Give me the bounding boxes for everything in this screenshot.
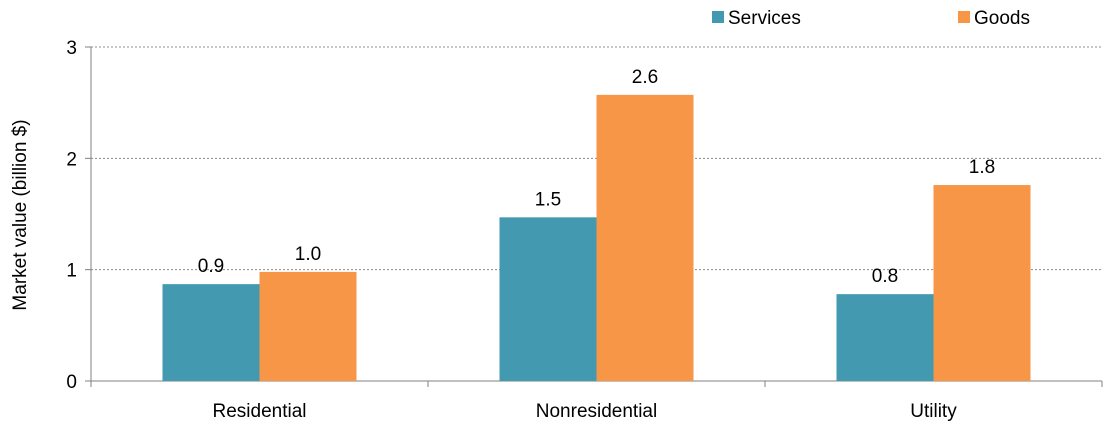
legend-swatch-services bbox=[712, 11, 724, 23]
bar-goods-nonresidential bbox=[596, 94, 694, 381]
data-label: 1.8 bbox=[969, 157, 995, 178]
y-tick-label: 2 bbox=[66, 149, 77, 170]
legend-label-goods: Goods bbox=[974, 8, 1030, 29]
bar-goods-residential bbox=[259, 271, 357, 381]
data-label: 0.9 bbox=[198, 256, 224, 277]
legend: Services Goods bbox=[712, 8, 1030, 29]
x-tick-label: Utility bbox=[910, 401, 957, 422]
bar-goods-utility bbox=[933, 185, 1031, 381]
x-tick-label: Nonresidential bbox=[536, 401, 657, 422]
x-tick-label: Residential bbox=[213, 401, 307, 422]
bars bbox=[162, 94, 1031, 381]
data-label: 1.0 bbox=[295, 244, 321, 265]
data-label: 2.6 bbox=[632, 67, 658, 88]
data-label: 1.5 bbox=[535, 189, 561, 210]
bar-services-nonresidential bbox=[499, 217, 597, 381]
bar-services-residential bbox=[162, 284, 260, 381]
bar-services-utility bbox=[836, 294, 934, 381]
y-tick-label: 0 bbox=[66, 372, 77, 393]
legend-swatch-goods bbox=[958, 11, 970, 23]
data-labels: 0.9 1.0 1.5 2.6 0.8 1.8 bbox=[198, 67, 995, 287]
y-tick-label: 3 bbox=[66, 38, 77, 59]
legend-label-services: Services bbox=[728, 8, 801, 29]
y-tick-label: 1 bbox=[66, 261, 77, 282]
data-label: 0.8 bbox=[872, 266, 898, 287]
y-axis-title: Market value (billion $) bbox=[10, 119, 31, 310]
